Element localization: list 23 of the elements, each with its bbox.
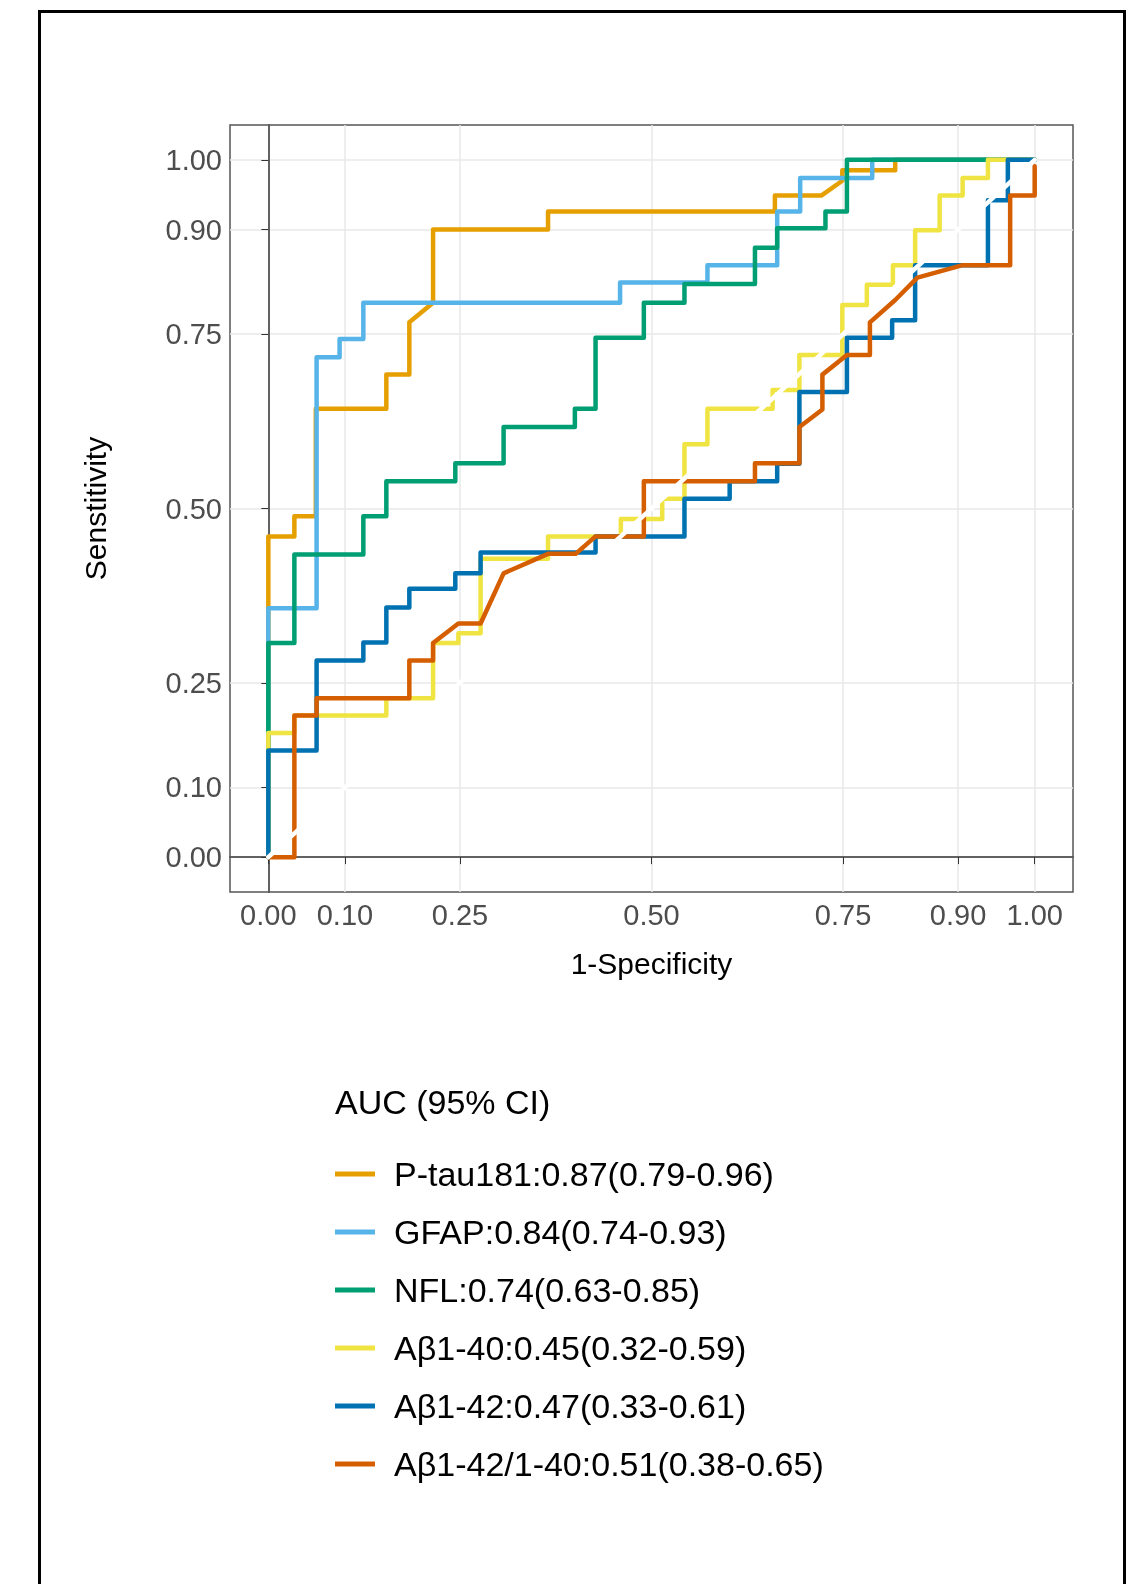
y-tick-label: 0.75 <box>165 318 222 351</box>
legend-title: AUC (95% CI) <box>335 1083 551 1121</box>
legend-label: Aβ1-42:0.47(0.33-0.61) <box>394 1387 747 1425</box>
y-axis-title: Senstitivity <box>78 436 112 581</box>
x-tick-label: 0.90 <box>929 898 987 931</box>
x-tick-label: 0.00 <box>240 898 297 931</box>
x-axis-title: 1-Specificity <box>570 946 733 980</box>
legend-label: GFAP:0.84(0.74-0.93) <box>394 1213 727 1251</box>
y-tick-label: 0.25 <box>165 666 222 699</box>
y-tick-label: 0.00 <box>165 841 222 874</box>
y-tick-label: 1.00 <box>165 143 222 176</box>
legend-label: P-tau181:0.87(0.79-0.96) <box>394 1155 774 1193</box>
legend-label: NFL:0.74(0.63-0.85) <box>394 1271 701 1309</box>
x-tick-label: 0.25 <box>431 898 489 931</box>
x-tick-label: 1.00 <box>1006 898 1063 931</box>
y-tick-label: 0.50 <box>165 492 222 525</box>
y-tick-label: 0.90 <box>165 213 222 246</box>
legend-label: Aβ1-40:0.45(0.32-0.59) <box>394 1329 747 1367</box>
x-tick-label: 0.10 <box>316 898 374 931</box>
y-tick-label: 0.10 <box>165 771 222 804</box>
x-tick-label: 0.50 <box>623 898 680 931</box>
legend-label: Aβ1-42/1-40:0.51(0.38-0.65) <box>394 1445 824 1483</box>
x-tick-label: 0.75 <box>814 898 872 931</box>
